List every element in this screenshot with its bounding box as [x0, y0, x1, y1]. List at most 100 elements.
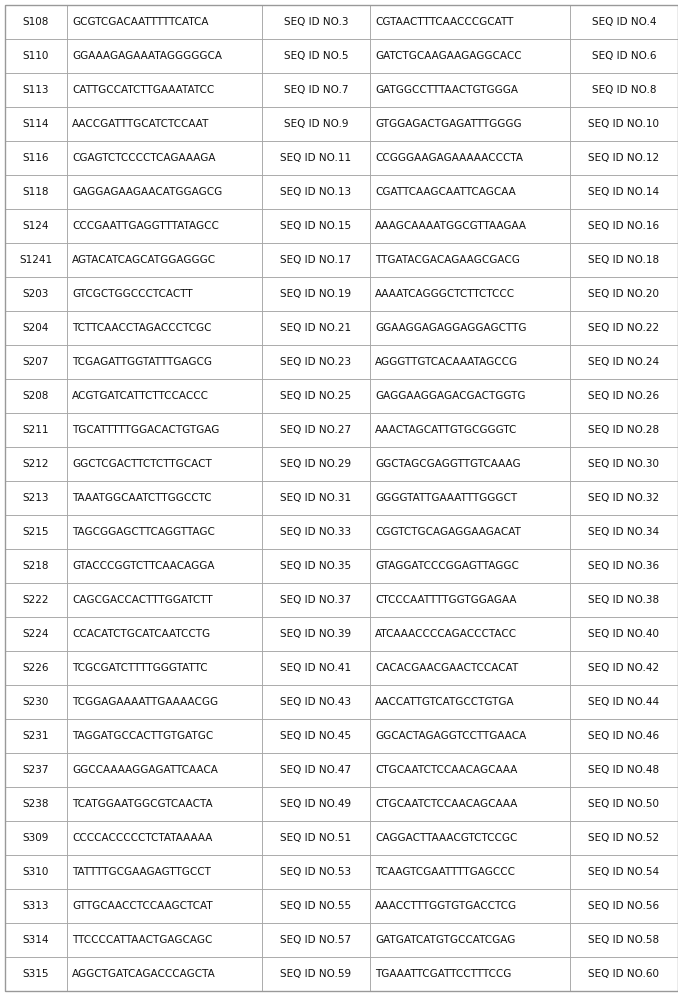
Text: SEQ ID NO.14: SEQ ID NO.14 — [589, 187, 660, 197]
Text: S315: S315 — [23, 969, 49, 979]
Bar — [370, 821, 570, 855]
Bar — [370, 617, 570, 651]
Text: SEQ ID NO.35: SEQ ID NO.35 — [281, 561, 352, 571]
Text: GATCTGCAAGAAGAGGCACC: GATCTGCAAGAAGAGGCACC — [375, 51, 521, 61]
Bar — [67, 685, 262, 719]
Bar — [570, 549, 678, 583]
Text: SEQ ID NO.3: SEQ ID NO.3 — [284, 17, 348, 27]
Bar — [5, 277, 67, 311]
Bar — [5, 73, 67, 107]
Text: TCGCGATCTTTTGGGTATTC: TCGCGATCTTTTGGGTATTC — [72, 663, 207, 673]
Text: SEQ ID NO.53: SEQ ID NO.53 — [281, 867, 352, 877]
Text: SEQ ID NO.43: SEQ ID NO.43 — [281, 697, 352, 707]
Text: S110: S110 — [23, 51, 49, 61]
Bar — [5, 923, 67, 957]
Bar — [370, 73, 570, 107]
Text: GGCCAAAAGGAGATTCAACA: GGCCAAAAGGAGATTCAACA — [72, 765, 218, 775]
Text: SEQ ID NO.59: SEQ ID NO.59 — [281, 969, 352, 979]
Bar — [5, 379, 67, 413]
Bar — [370, 787, 570, 821]
Text: AGGCTGATCAGACCCAGCTA: AGGCTGATCAGACCCAGCTA — [72, 969, 216, 979]
Text: CTGCAATCTCCAACAGCAAA: CTGCAATCTCCAACAGCAAA — [375, 799, 517, 809]
Text: CTCCCAATTTTGGTGGAGAA: CTCCCAATTTTGGTGGAGAA — [375, 595, 517, 605]
Text: S118: S118 — [23, 187, 49, 197]
Text: TCATGGAATGGCGTCAACTA: TCATGGAATGGCGTCAACTA — [72, 799, 213, 809]
Text: SEQ ID NO.26: SEQ ID NO.26 — [589, 391, 660, 401]
Text: TAGGATGCCACTTGTGATGC: TAGGATGCCACTTGTGATGC — [72, 731, 214, 741]
Bar — [370, 5, 570, 39]
Bar — [5, 209, 67, 243]
Bar — [370, 515, 570, 549]
Text: AGGGTTGTCACAAATAGCCG: AGGGTTGTCACAAATAGCCG — [375, 357, 518, 367]
Bar — [570, 175, 678, 209]
Text: GTTGCAACCTCCAAGCTCAT: GTTGCAACCTCCAAGCTCAT — [72, 901, 213, 911]
Bar — [67, 141, 262, 175]
Text: SEQ ID NO.5: SEQ ID NO.5 — [284, 51, 348, 61]
Bar — [570, 447, 678, 481]
Text: S1241: S1241 — [20, 255, 53, 265]
Text: SEQ ID NO.29: SEQ ID NO.29 — [281, 459, 352, 469]
Bar — [5, 175, 67, 209]
Text: S309: S309 — [23, 833, 49, 843]
Bar — [262, 39, 370, 73]
Text: S218: S218 — [23, 561, 49, 571]
Text: SEQ ID NO.9: SEQ ID NO.9 — [284, 119, 348, 129]
Text: CCCCACCCCCTCTATAAAAA: CCCCACCCCCTCTATAAAAA — [72, 833, 212, 843]
Bar — [570, 345, 678, 379]
Bar — [67, 311, 262, 345]
Text: SEQ ID NO.20: SEQ ID NO.20 — [589, 289, 660, 299]
Bar — [5, 39, 67, 73]
Bar — [570, 39, 678, 73]
Text: SEQ ID NO.58: SEQ ID NO.58 — [589, 935, 660, 945]
Text: S231: S231 — [23, 731, 49, 741]
Bar — [5, 5, 67, 39]
Bar — [570, 311, 678, 345]
Bar — [5, 651, 67, 685]
Bar — [67, 39, 262, 73]
Text: SEQ ID NO.10: SEQ ID NO.10 — [589, 119, 660, 129]
Bar — [570, 923, 678, 957]
Text: SEQ ID NO.50: SEQ ID NO.50 — [589, 799, 660, 809]
Text: SEQ ID NO.31: SEQ ID NO.31 — [281, 493, 352, 503]
Text: SEQ ID NO.24: SEQ ID NO.24 — [589, 357, 660, 367]
Bar — [5, 413, 67, 447]
Bar — [262, 481, 370, 515]
Bar — [5, 243, 67, 277]
Text: SEQ ID NO.36: SEQ ID NO.36 — [589, 561, 660, 571]
Text: S314: S314 — [23, 935, 49, 945]
Text: GGAAGGAGAGGAGGAGCTTG: GGAAGGAGAGGAGGAGCTTG — [375, 323, 527, 333]
Text: S114: S114 — [23, 119, 49, 129]
Bar — [5, 311, 67, 345]
Text: SEQ ID NO.40: SEQ ID NO.40 — [589, 629, 660, 639]
Text: AAACCTTTGGTGTGACCTCG: AAACCTTTGGTGTGACCTCG — [375, 901, 517, 911]
Text: AACCATTGTCATGCCTGTGA: AACCATTGTCATGCCTGTGA — [375, 697, 515, 707]
Text: SEQ ID NO.7: SEQ ID NO.7 — [284, 85, 348, 95]
Text: SEQ ID NO.27: SEQ ID NO.27 — [281, 425, 352, 435]
Text: SEQ ID NO.45: SEQ ID NO.45 — [281, 731, 352, 741]
Bar — [67, 651, 262, 685]
Bar — [262, 923, 370, 957]
Text: SEQ ID NO.54: SEQ ID NO.54 — [589, 867, 660, 877]
Text: S310: S310 — [23, 867, 49, 877]
Text: SEQ ID NO.17: SEQ ID NO.17 — [281, 255, 352, 265]
Bar — [67, 73, 262, 107]
Bar — [67, 345, 262, 379]
Text: SEQ ID NO.22: SEQ ID NO.22 — [589, 323, 660, 333]
Bar — [570, 583, 678, 617]
Text: SEQ ID NO.41: SEQ ID NO.41 — [281, 663, 352, 673]
Bar — [67, 787, 262, 821]
Text: SEQ ID NO.44: SEQ ID NO.44 — [589, 697, 660, 707]
Bar — [370, 447, 570, 481]
Bar — [370, 753, 570, 787]
Text: TTCCCCATTAACTGAGCAGC: TTCCCCATTAACTGAGCAGC — [72, 935, 212, 945]
Text: S207: S207 — [23, 357, 49, 367]
Bar — [570, 413, 678, 447]
Bar — [570, 379, 678, 413]
Bar — [262, 549, 370, 583]
Bar — [262, 5, 370, 39]
Text: SEQ ID NO.15: SEQ ID NO.15 — [281, 221, 352, 231]
Text: SEQ ID NO.32: SEQ ID NO.32 — [589, 493, 660, 503]
Text: S116: S116 — [23, 153, 49, 163]
Bar — [67, 5, 262, 39]
Bar — [570, 889, 678, 923]
